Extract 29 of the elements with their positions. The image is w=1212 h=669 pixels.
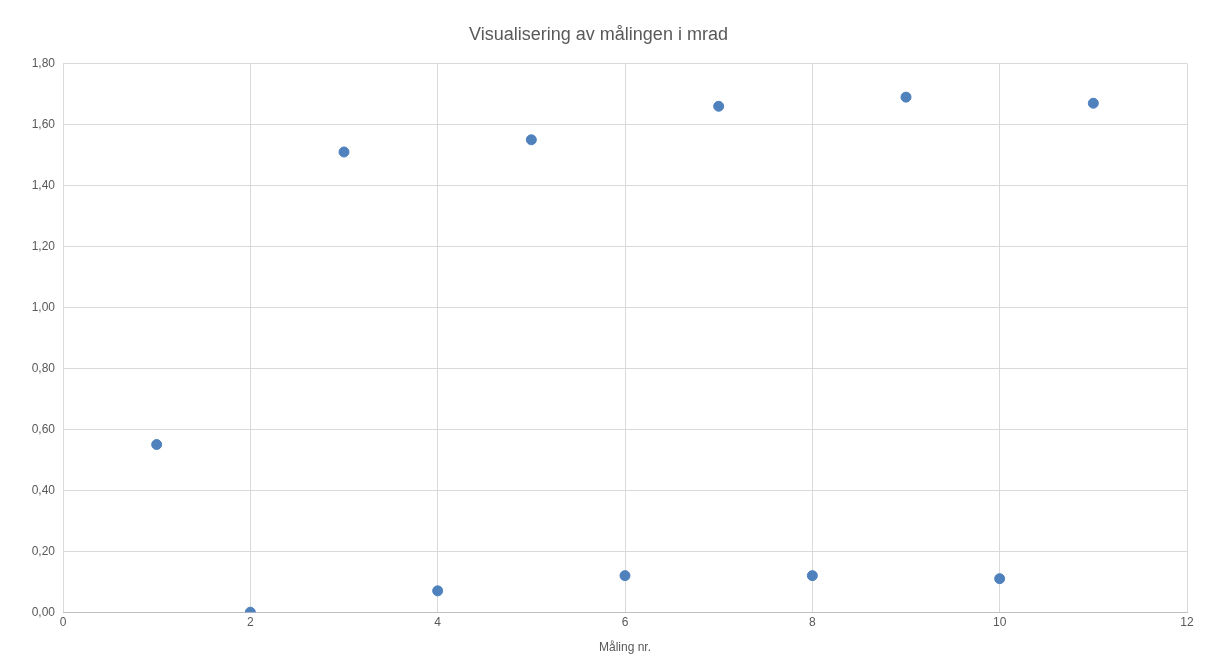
y-tick-label: 0,00: [31, 604, 56, 619]
y-tick-label: 1,40: [31, 177, 56, 192]
point: [432, 585, 444, 597]
y-tick-label: 0,40: [31, 482, 56, 497]
x-tick-label: 8: [808, 614, 816, 629]
point: [151, 439, 163, 451]
x-tick-label: 2: [246, 614, 254, 629]
point: [338, 146, 350, 158]
x-tick-label: 6: [621, 614, 629, 629]
x-tick-label: 4: [434, 614, 442, 629]
x-axis-title: Måling nr.: [598, 640, 652, 655]
point: [619, 570, 631, 582]
y-tick-label: 0,20: [31, 543, 56, 558]
point: [994, 573, 1006, 585]
point: [1087, 97, 1099, 109]
y-tick-label: 0,60: [31, 421, 56, 436]
point: [900, 91, 912, 103]
y-tick-label: 1,20: [31, 238, 56, 253]
y-tick-label: 1,00: [31, 299, 56, 314]
point: [713, 100, 725, 112]
point: [806, 570, 818, 582]
x-tick-label: 0: [59, 614, 67, 629]
point: [525, 134, 537, 146]
y-tick-label: 0,80: [31, 360, 56, 375]
x-tick-label: 12: [1180, 614, 1194, 629]
x-tick-label: 10: [992, 614, 1007, 629]
y-tick-label: 1,60: [31, 116, 56, 131]
chart-title: Visualisering av målingen i mrad: [469, 23, 728, 44]
y-tick-label: 1,80: [31, 55, 56, 70]
